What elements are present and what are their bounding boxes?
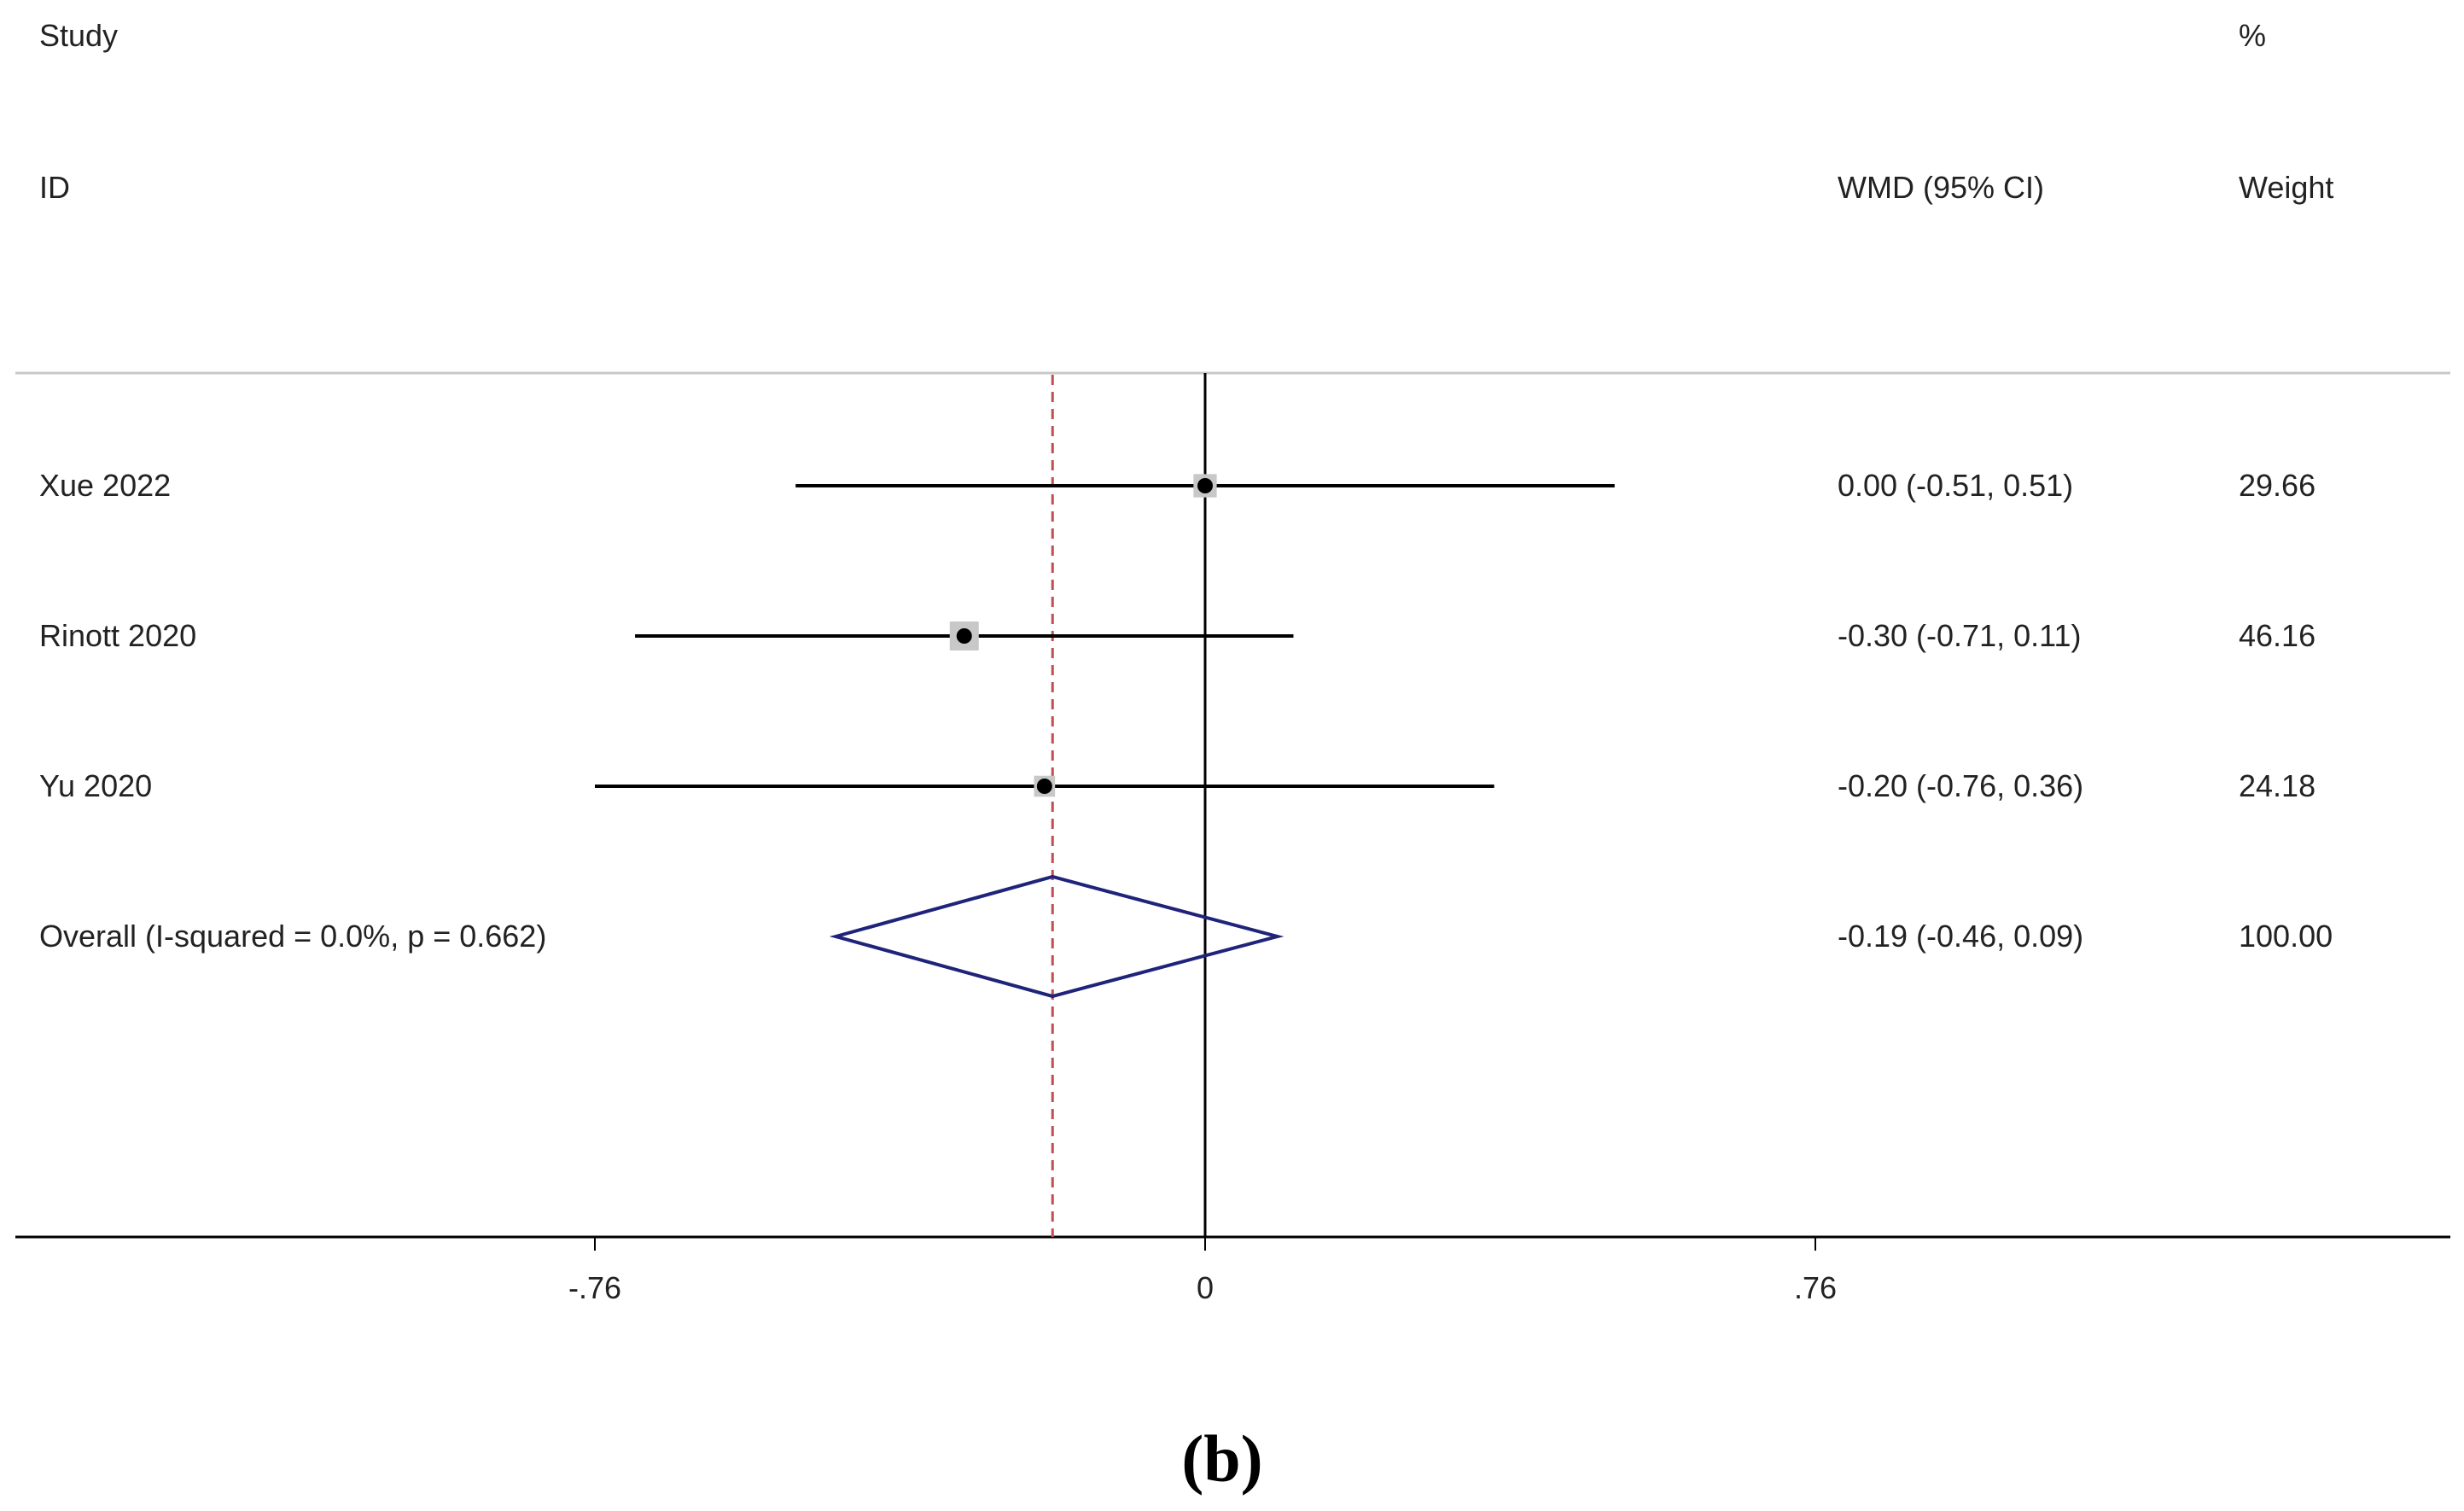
overall-weight-text: 100.00 — [2239, 919, 2333, 954]
study-weight-text: 24.18 — [2239, 768, 2315, 803]
study-weight-text: 29.66 — [2239, 468, 2315, 503]
x-axis-ticks: -.76 0 .76 — [568, 1237, 1837, 1305]
x-tick-label: 0 — [1197, 1270, 1214, 1305]
header-id: ID — [39, 170, 70, 205]
header-weight-symbol: % — [2239, 18, 2266, 53]
header-study: Study — [39, 18, 118, 53]
x-tick-label: .76 — [1794, 1270, 1837, 1305]
overall-label: Overall (I-squared = 0.0%, p = 0.662) — [39, 919, 546, 954]
study-ci-text: -0.30 (-0.71, 0.11) — [1838, 618, 2082, 653]
study-row: Yu 2020 -0.20 (-0.76, 0.36) 24.18 — [39, 768, 2315, 803]
study-ci-text: 0.00 (-0.51, 0.51) — [1838, 468, 2073, 503]
study-rows: Xue 2022 0.00 (-0.51, 0.51) 29.66 Rinott 20… — [39, 468, 2315, 803]
study-label: Xue 2022 — [39, 468, 171, 503]
study-row: Rinott 2020 -0.30 (-0.71, 0.11) 46.16 — [39, 618, 2315, 653]
study-label: Yu 2020 — [39, 768, 152, 803]
header-effect: WMD (95% CI) — [1838, 170, 2044, 205]
overall-ci-text: -0.19 (-0.46, 0.09) — [1838, 919, 2083, 954]
overall-row: Overall (I-squared = 0.0%, p = 0.662) -0.… — [39, 874, 2333, 999]
overall-diamond — [829, 874, 1284, 999]
header-weight: Weight — [2239, 170, 2333, 205]
study-point-estimate — [1197, 478, 1213, 493]
study-row: Xue 2022 0.00 (-0.51, 0.51) 29.66 — [39, 468, 2315, 503]
reference-lines — [1051, 373, 1207, 1237]
study-point-estimate — [1036, 779, 1052, 794]
x-tick-label: -.76 — [568, 1270, 621, 1305]
study-label: Rinott 2020 — [39, 618, 196, 653]
study-weight-text: 46.16 — [2239, 618, 2315, 653]
study-point-estimate — [956, 628, 972, 644]
panel-label: (b) — [1181, 1421, 1262, 1496]
study-ci-text: -0.20 (-0.76, 0.36) — [1838, 768, 2083, 803]
